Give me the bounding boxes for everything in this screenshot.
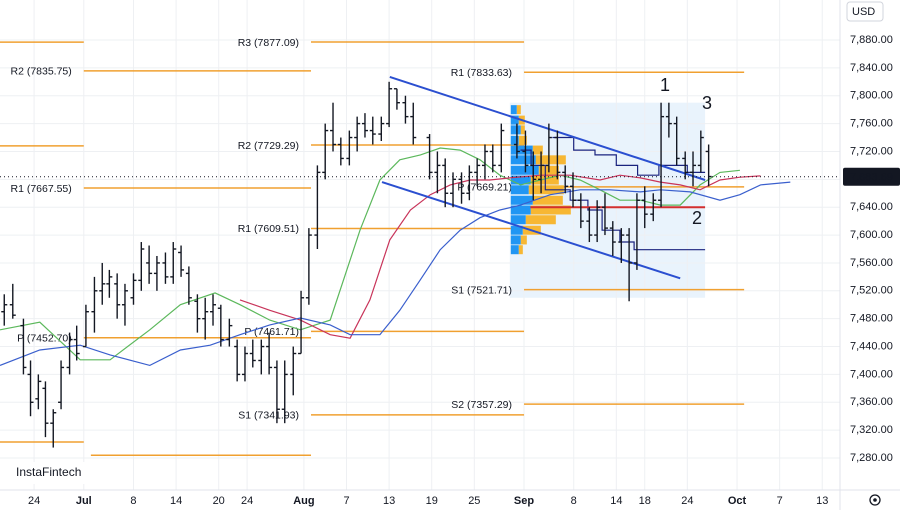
indicator-line	[0, 147, 740, 361]
y-tick-label: 7,520.00	[850, 285, 893, 297]
currency-label: USD	[852, 6, 875, 18]
profile-buy	[510, 125, 521, 135]
annotation: 3	[702, 93, 712, 113]
settings-icon[interactable]	[869, 494, 881, 506]
profile-buy	[510, 185, 529, 195]
settings-icon-center	[873, 498, 877, 502]
y-tick-label: 7,440.00	[850, 340, 893, 352]
profile-buy	[510, 115, 519, 125]
x-tick-label: 8	[130, 495, 136, 507]
y-tick-label: 7,720.00	[850, 145, 893, 157]
profile-sell	[535, 155, 566, 165]
x-tick-label: Oct	[728, 495, 747, 507]
y-tick-label: 7,640.00	[850, 201, 893, 213]
profile-sell	[530, 205, 571, 215]
watermark-box	[10, 462, 86, 484]
y-tick-label: 7,760.00	[850, 118, 893, 130]
y-tick-label: 7,400.00	[850, 368, 893, 380]
x-tick-label: 7	[343, 495, 349, 507]
y-tick-label: 7,800.00	[850, 90, 893, 102]
x-tick-label: Jul	[76, 495, 92, 507]
watermark: InstaFintech	[16, 465, 81, 479]
x-tick-label: 24	[28, 495, 40, 507]
y-tick-label: 7,480.00	[850, 313, 893, 325]
x-tick-label: 13	[383, 495, 395, 507]
profile-buy	[510, 175, 531, 185]
profile-sell	[532, 195, 563, 205]
x-tick-label: 7	[777, 495, 783, 507]
annotation: 1	[660, 75, 670, 95]
profile-buy	[510, 215, 526, 225]
profile-sell	[520, 125, 525, 135]
pivot-label: R1 (7833.63)	[451, 67, 512, 79]
last-price-tag	[843, 167, 900, 186]
x-tick-label: 18	[639, 495, 651, 507]
x-tick-label: Aug	[293, 495, 314, 507]
x-tick-label: Sep	[514, 495, 534, 507]
currency-button[interactable]	[846, 1, 884, 22]
y-tick-label: 7,600.00	[850, 229, 893, 241]
profile-buy	[510, 245, 519, 255]
profile-buy	[510, 135, 519, 145]
pivot-label: P (7669.21)	[457, 182, 512, 194]
plot-area: R2 (7835.75) R1 (7667.55) P (7452.70) R3 (7…	[0, 0, 840, 490]
profile-buy	[510, 105, 517, 115]
x-tick-label: 24	[681, 495, 693, 507]
x-tick-label: 14	[610, 495, 622, 507]
pivot-label: P (7452.70)	[17, 332, 72, 344]
pivot-label: R2 (7729.29)	[238, 140, 299, 152]
x-tick-label: 8	[571, 495, 577, 507]
profile-sell	[516, 105, 521, 115]
y-tick-label: 7,360.00	[850, 396, 893, 408]
x-tick-label: 25	[468, 495, 480, 507]
x-tick-label: 20	[213, 495, 225, 507]
x-tick-label: 24	[241, 495, 253, 507]
y-tick-label: 7,560.00	[850, 257, 893, 269]
profile-buy	[510, 205, 531, 215]
profile-buy	[510, 195, 533, 205]
pivot-label: P (7461.71)	[244, 326, 299, 338]
profile-buy	[510, 225, 523, 235]
indicator-line	[520, 149, 706, 251]
profile-buy	[510, 155, 536, 165]
trend-line	[389, 75, 706, 181]
pivot-label: S1 (7521.71)	[451, 284, 512, 296]
profile-buy	[510, 235, 521, 245]
indicator-line	[552, 136, 706, 176]
y-tick-label: 7,840.00	[850, 62, 893, 74]
y-tick-label: 7,320.00	[850, 424, 893, 436]
pivot-label: R3 (7877.09)	[238, 37, 299, 49]
y-tick-label: 7,880.00	[850, 34, 893, 46]
pivot-label: S1 (7341.93)	[238, 410, 299, 422]
profile-sell	[532, 145, 543, 155]
x-tick-label: 19	[426, 495, 438, 507]
pivot-label: R1 (7609.51)	[238, 223, 299, 235]
annotation: 2	[692, 208, 702, 228]
indicator-line	[239, 174, 761, 339]
y-tick-label: 7,280.00	[850, 452, 893, 464]
pivot-label: R1 (7667.55)	[10, 183, 71, 195]
indicator-line	[0, 181, 791, 367]
x-tick-label: 14	[170, 495, 182, 507]
last-price-label: 7,683.69	[850, 172, 893, 184]
x-tick-label: 13	[816, 495, 828, 507]
pivot-label: S2 (7357.29)	[451, 399, 512, 411]
profile-sell	[520, 235, 527, 245]
profile-sell	[518, 135, 527, 145]
profile-sell	[525, 215, 556, 225]
profile-sell	[518, 245, 523, 255]
pivot-label: R2 (7835.75)	[10, 66, 71, 78]
